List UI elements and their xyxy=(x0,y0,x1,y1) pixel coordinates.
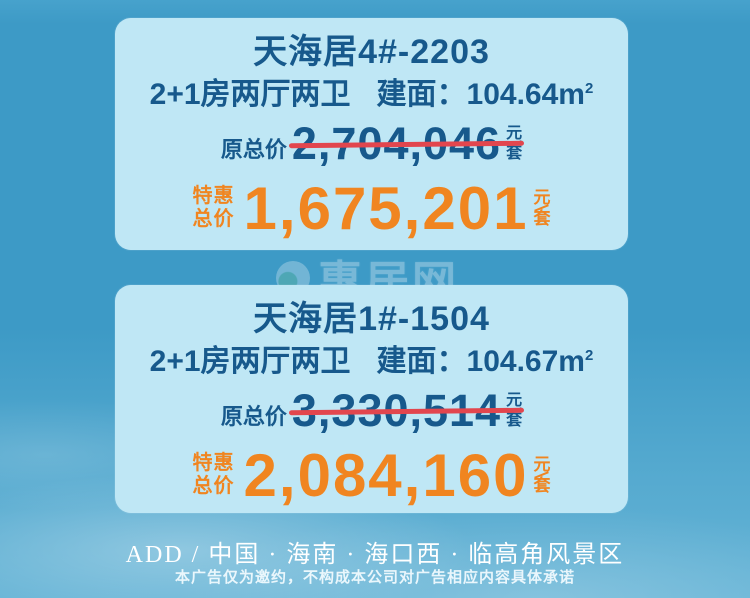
unit-spec: 2+1房两厅两卫 建面：104.67m2 xyxy=(115,338,628,380)
original-price-strike-wrap: 2,704,046 元 套 xyxy=(288,118,525,170)
unit-yuan: 元 xyxy=(506,125,523,142)
spec-area-superscript: 2 xyxy=(584,80,594,97)
unit-yuan: 元 xyxy=(506,392,523,409)
special-price-label: 特惠 总价 xyxy=(193,452,235,498)
unit-title: 天海居4#-2203 xyxy=(253,33,490,71)
special-label-line2: 总价 xyxy=(192,475,235,497)
footer-address: ADD / 中国 · 海南 · 海口西 · 临高角风景区 xyxy=(125,542,625,568)
spec-rooms: 2+1房两厅两卫 xyxy=(149,345,351,378)
special-price-row: 特惠 总价 1,675,201 元 套 xyxy=(115,173,628,243)
original-price-row: 原总价 2,704,046 元 套 xyxy=(115,118,628,170)
special-price-label: 特惠 总价 xyxy=(193,185,235,231)
spec-area-label: 建面： xyxy=(376,345,467,378)
spec-rooms: 2+1房两厅两卫 xyxy=(149,78,351,111)
spec-area-value: 104.64m xyxy=(466,78,585,111)
special-label-line1: 特惠 xyxy=(192,185,235,207)
special-price-unit: 元 套 xyxy=(533,456,550,494)
special-price-amount: 1,675,201 xyxy=(243,174,529,242)
spec-area-value: 104.67m xyxy=(466,345,585,378)
unit-tao: 套 xyxy=(533,209,551,228)
original-price-label: 原总价 xyxy=(220,404,287,429)
original-price-row: 原总价 3,330,514 元 套 xyxy=(115,385,628,437)
unit-tao: 套 xyxy=(506,412,523,429)
original-price-strike-wrap: 3,330,514 元 套 xyxy=(288,385,525,437)
spec-area-label: 建面： xyxy=(376,78,467,111)
original-price-unit: 元 套 xyxy=(506,126,522,162)
original-price-label: 原总价 xyxy=(220,137,287,162)
footer-disclaimer: 本广告仅为邀约，不构成本公司对广告相应内容具体承诺 xyxy=(174,569,575,586)
special-label-line2: 总价 xyxy=(192,208,235,230)
unit-tao: 套 xyxy=(533,476,551,495)
original-price-unit: 元 套 xyxy=(506,393,522,429)
special-price-amount: 2,084,160 xyxy=(243,441,529,509)
special-label-line1: 特惠 xyxy=(192,452,235,474)
special-price-unit: 元 套 xyxy=(533,189,550,227)
unit-yuan: 元 xyxy=(533,455,551,474)
unit-title: 天海居1#-1504 xyxy=(253,300,490,338)
special-price-row: 特惠 总价 2,084,160 元 套 xyxy=(115,440,628,510)
unit-yuan: 元 xyxy=(533,188,551,207)
unit-card-2203: 天海居4#-2203 2+1房两厅两卫 建面：104.64m2 原总价 2,704… xyxy=(115,18,628,250)
unit-tao: 套 xyxy=(506,145,523,162)
unit-spec: 2+1房两厅两卫 建面：104.64m2 xyxy=(115,71,628,113)
spec-area-superscript: 2 xyxy=(584,347,594,364)
unit-card-1504: 天海居1#-1504 2+1房两厅两卫 建面：104.67m2 原总价 3,330… xyxy=(115,285,628,513)
